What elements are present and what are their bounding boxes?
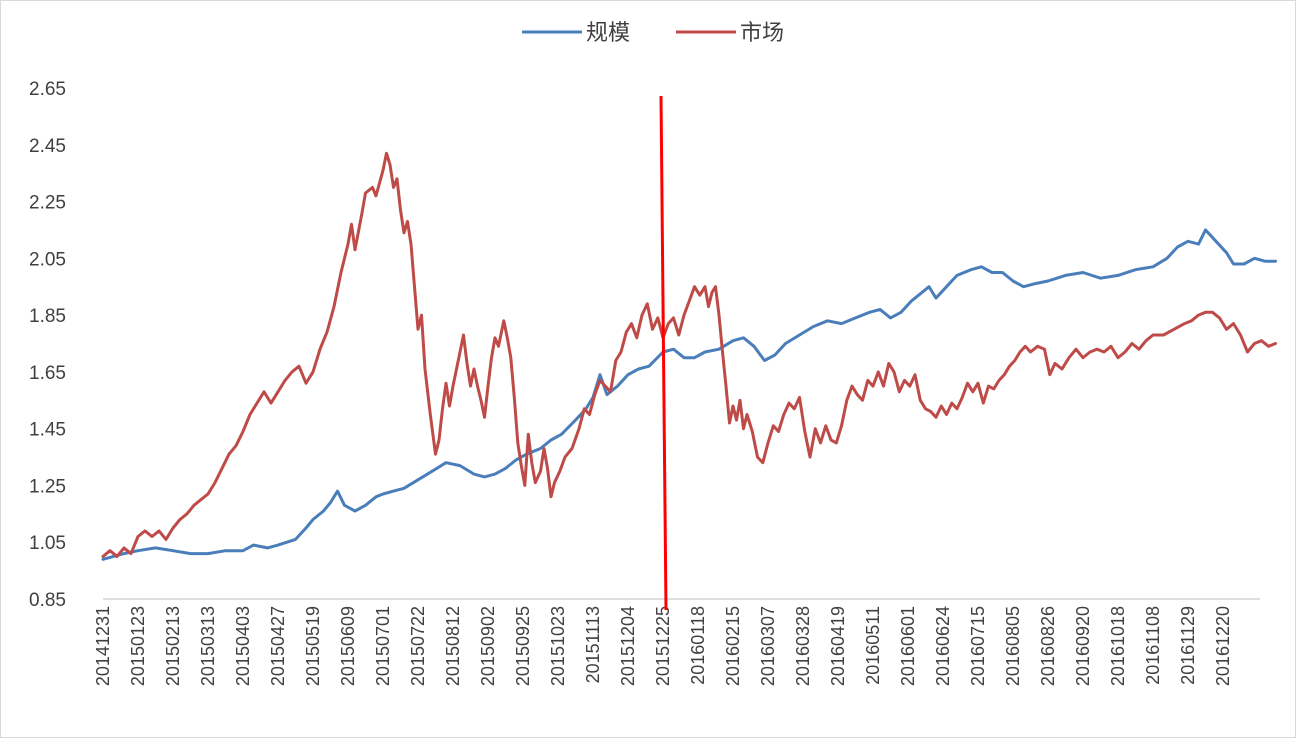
x-tick-label: 20150722 bbox=[408, 606, 428, 686]
x-axis-ticks: 20141231 20150123 20150213 20150313 20150403… bbox=[93, 606, 1233, 686]
x-tick-label: 20160307 bbox=[758, 606, 778, 686]
x-tick-label: 20160601 bbox=[898, 606, 918, 686]
series-line-scale bbox=[101, 228, 1277, 561]
y-tick-label: 2.45 bbox=[29, 136, 66, 157]
series-line-market bbox=[101, 151, 1277, 558]
x-tick-label: 20161220 bbox=[1213, 606, 1233, 686]
vertical-marker-line bbox=[659, 95, 668, 611]
x-tick-label: 20150313 bbox=[198, 606, 218, 686]
x-tick-label: 20160511 bbox=[863, 606, 883, 685]
x-tick-label: 20150701 bbox=[373, 606, 393, 686]
y-tick-label: 2.05 bbox=[29, 249, 66, 270]
x-tick-label: 20160826 bbox=[1038, 606, 1058, 686]
x-tick-label: 20160920 bbox=[1073, 606, 1093, 686]
x-tick-label: 20160805 bbox=[1003, 606, 1023, 686]
y-tick-label: 1.05 bbox=[29, 533, 66, 554]
x-tick-label: 20160118 bbox=[688, 606, 708, 685]
x-tick-label: 20161108 bbox=[1143, 606, 1163, 685]
y-tick-label: 1.45 bbox=[29, 420, 66, 441]
x-tick-label: 20151023 bbox=[548, 606, 568, 686]
x-tick-label: 20150427 bbox=[268, 606, 288, 686]
x-tick-label: 20150213 bbox=[163, 606, 183, 686]
x-tick-label: 20160328 bbox=[793, 606, 813, 686]
x-tick-label: 20150925 bbox=[513, 606, 533, 686]
y-tick-label: 2.65 bbox=[29, 79, 66, 100]
x-tick-label: 20150123 bbox=[128, 606, 148, 686]
x-tick-label: 20141231 bbox=[93, 606, 113, 686]
x-tick-label: 20150902 bbox=[478, 606, 498, 686]
y-tick-label: 1.65 bbox=[29, 363, 66, 384]
series-layer bbox=[101, 151, 1277, 561]
x-tick-label: 20161018 bbox=[1108, 606, 1128, 686]
x-tick-label: 20160215 bbox=[723, 606, 743, 686]
legend: 规模 市场 bbox=[522, 21, 784, 46]
x-tick-label: 20150812 bbox=[443, 606, 463, 686]
y-axis-ticks: 0.85 1.05 1.25 1.45 1.65 1.85 2.05 2.25 2.45 2.65 bbox=[29, 79, 66, 611]
x-tick-label: 20150609 bbox=[338, 606, 358, 686]
x-tick-label: 20151113 bbox=[583, 606, 603, 683]
legend-label: 规模 bbox=[586, 21, 630, 46]
legend-label: 市场 bbox=[740, 21, 784, 46]
x-tick-label: 20161129 bbox=[1178, 606, 1198, 685]
y-tick-label: 0.85 bbox=[29, 590, 66, 611]
x-tick-label: 20151204 bbox=[618, 606, 638, 686]
x-tick-label: 20160419 bbox=[828, 606, 848, 686]
y-tick-label: 1.85 bbox=[29, 306, 66, 327]
x-tick-label: 20150519 bbox=[303, 606, 323, 686]
y-tick-label: 1.25 bbox=[29, 476, 66, 497]
x-tick-label: 20160715 bbox=[968, 606, 988, 686]
x-tick-label: 20160624 bbox=[933, 606, 953, 686]
x-tick-label: 20150403 bbox=[233, 606, 253, 686]
x-tick-label: 20151225 bbox=[653, 606, 673, 686]
y-tick-label: 2.25 bbox=[29, 193, 66, 214]
